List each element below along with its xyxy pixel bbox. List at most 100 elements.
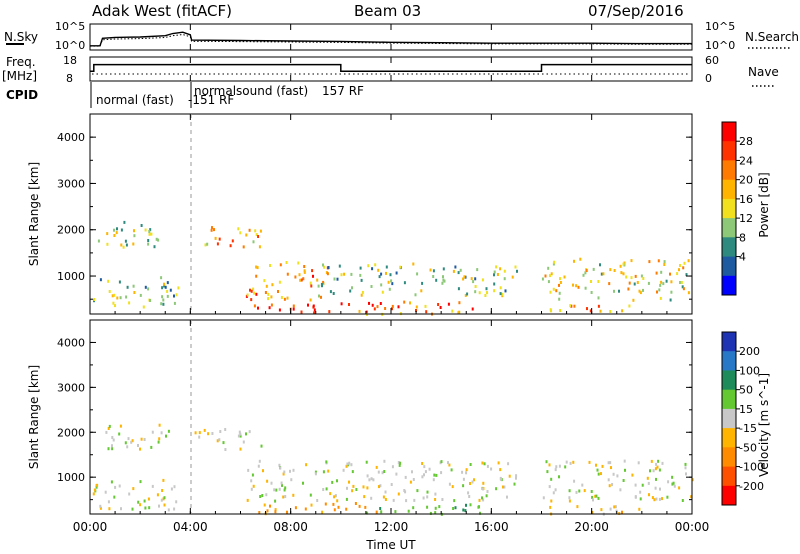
velocity-cell [440,460,443,464]
power-cell [97,239,100,243]
power-cell [294,275,297,279]
velocity-cell [607,478,610,482]
velocity-cell [96,483,99,487]
velocity-cell [684,466,687,470]
velocity-cell [289,469,291,473]
velocity-cell [412,506,415,510]
velocity-cell [513,482,516,486]
velocity-ylabel: Slant Range [km] [27,365,41,469]
velocity-cell [114,485,117,489]
power-cell [144,228,147,232]
velocity-cell [333,495,336,499]
velocity-cell [612,472,615,476]
velocity-cell [409,480,412,484]
velocity-cell [108,424,111,428]
power-cell [415,309,417,312]
velocity-cell [239,447,242,451]
velocity-cell [379,507,382,510]
velocity-colorbar-swatch-1 [722,351,736,371]
velocity-cell [650,459,653,463]
power-cell [317,284,320,288]
velocity-cell [350,463,353,467]
velocity-cell [261,494,264,497]
power-cell [575,284,578,288]
velocity-cell [257,464,260,468]
velocity-cell [322,488,325,491]
power-cell [374,263,377,267]
power-cell [310,284,313,288]
velocity-cell [278,487,281,491]
power-cell [309,298,312,302]
power-cell [113,293,116,297]
power-cell [349,289,352,293]
velocity-colorbar-tick-label-4: -15 [739,422,757,435]
power-cell [625,275,628,279]
power-cell [365,310,368,314]
power-cell [441,281,444,285]
power-cell [255,233,258,237]
power-cell [285,261,288,264]
velocity-cell [594,494,597,498]
power-cell [514,265,517,269]
power-cell [387,280,390,284]
velocity-cell [198,435,201,439]
power-cell [173,301,176,305]
velocity-cell [609,461,612,465]
velocity-cell [399,461,402,465]
velocity-cell [434,511,437,515]
power-cell [118,280,121,284]
power-cell [147,287,150,291]
power-cell [685,273,688,277]
velocity-cell [565,460,568,464]
power-cell [370,285,373,288]
velocity-cell [661,497,663,501]
power-cell [443,279,446,283]
velocity-cell [378,485,380,489]
cpid-label: CPID [6,88,38,102]
noise-right-label: N.Search [745,30,799,44]
power-cell [499,286,502,290]
power-cell [592,267,595,271]
power-cell [307,303,309,307]
velocity-cell [434,498,437,501]
power-cell [327,266,330,270]
power-cell [132,242,135,246]
power-cell [163,282,165,286]
power-cell [391,307,393,311]
velocity-cell [564,465,567,469]
power-cell [268,306,271,310]
velocity-cell [280,481,283,485]
power-cell [679,281,682,284]
date-label: 07/Sep/2016 [588,2,684,20]
power-cell [318,294,320,298]
velocity-cell [331,480,334,484]
velocity-cell [327,469,330,473]
power-cell [164,285,167,289]
velocity-cell [131,439,134,443]
power-cell [620,271,623,275]
power-cell [474,285,477,288]
velocity-cell [118,484,121,488]
velocity-cell [434,492,437,496]
power-colorbar-tick-label-0: 28 [739,135,753,148]
power-cell [584,286,587,290]
power-cell [120,243,123,247]
power-cell [316,278,319,282]
velocity-cell [502,485,504,489]
power-cell [642,288,644,292]
velocity-cell [428,467,431,471]
power-cell [213,228,215,232]
velocity-cell [282,472,285,476]
velocity-cell [283,488,286,492]
velocity-cell [578,489,581,493]
velocity-cell [550,499,553,503]
power-cell [206,242,209,246]
velocity-cell [495,487,498,491]
power-cell [636,281,639,284]
velocity-colorbar-tick-label-0: 200 [739,345,760,358]
velocity-cell [647,481,650,485]
power-cell [161,286,164,290]
velocity-cell [611,483,614,486]
velocity-cell [239,434,242,438]
power-cell [648,260,651,264]
